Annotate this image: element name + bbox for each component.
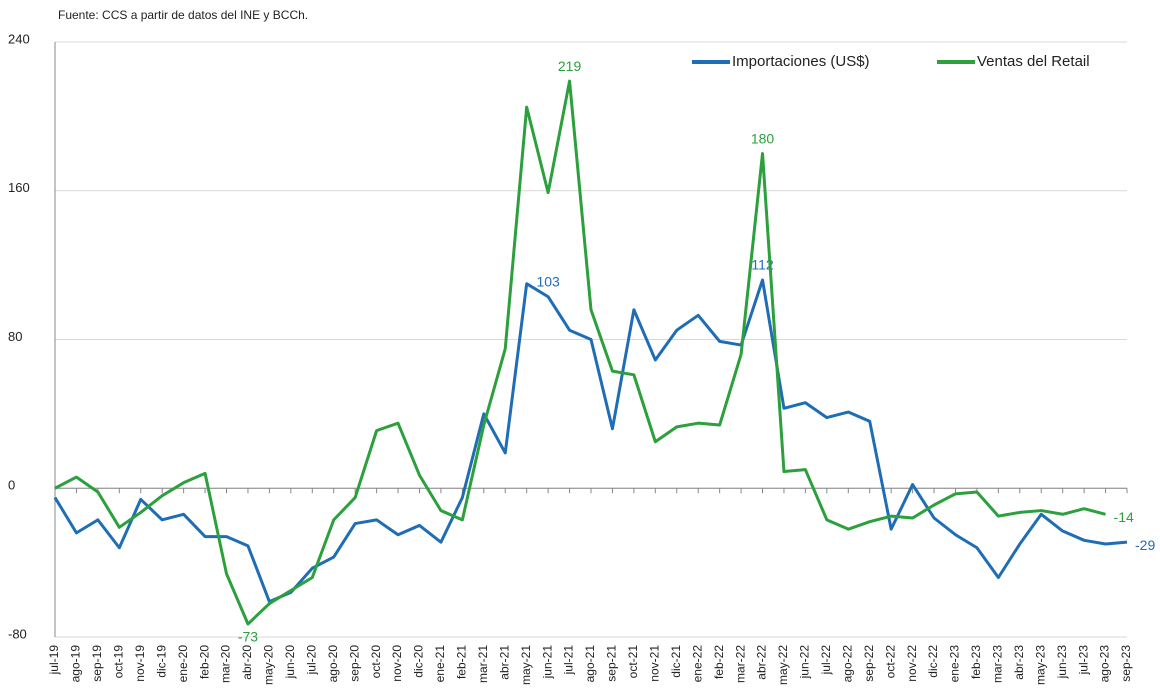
data-label: -14: [1114, 509, 1134, 525]
x-tick-label: dic-20: [412, 645, 426, 678]
x-tick-label: may-23: [1033, 645, 1047, 685]
x-tick-label: abr-21: [497, 645, 511, 680]
x-tick-label: sep-22: [862, 645, 876, 682]
x-tick-label: nov-20: [390, 645, 404, 682]
x-tick-label: mar-21: [476, 645, 490, 683]
x-tick-label: jun-20: [283, 645, 297, 680]
x-tick-label: nov-22: [905, 645, 919, 682]
x-tick-label: feb-20: [197, 645, 211, 679]
x-tick-label: jul-21: [562, 645, 576, 676]
x-tick-label: jun-22: [798, 645, 812, 680]
x-tick-label: abr-23: [1012, 645, 1026, 680]
x-tick-label: oct-19: [111, 645, 125, 679]
data-label: 180: [751, 130, 775, 146]
x-tick-label: feb-23: [969, 645, 983, 679]
data-label: 219: [558, 58, 582, 74]
x-tick-label: ago-19: [69, 645, 83, 683]
x-tick-label: sep-20: [347, 645, 361, 682]
x-tick-label: feb-22: [712, 645, 726, 679]
source-note: Fuente: CCS a partir de datos del INE y …: [58, 8, 308, 22]
y-tick-label: 0: [8, 478, 15, 493]
x-tick-label: ene-23: [948, 645, 962, 683]
x-tick-label: may-22: [776, 645, 790, 685]
x-tick-label: dic-21: [669, 645, 683, 678]
x-tick-label: oct-22: [883, 645, 897, 679]
x-tick-label: sep-23: [1119, 645, 1133, 682]
x-tick-label: dic-22: [926, 645, 940, 678]
x-tick-label: ago-20: [326, 645, 340, 683]
series-line: [53, 278, 1128, 604]
x-tick-label: jul-22: [819, 645, 833, 676]
x-tick-label: mar-22: [733, 645, 747, 683]
y-tick-label: 80: [8, 329, 22, 344]
x-tick-label: abr-20: [240, 645, 254, 680]
x-tick-label: abr-22: [755, 645, 769, 680]
data-label: 103: [536, 273, 560, 289]
x-tick-label: ago-23: [1098, 645, 1112, 683]
x-tick-label: mar-23: [991, 645, 1005, 683]
x-tick-label: ago-21: [583, 645, 597, 683]
x-tick-label: mar-20: [219, 645, 233, 683]
x-tick-label: jun-23: [1055, 645, 1069, 680]
x-tick-label: jul-20: [304, 645, 318, 676]
y-tick-label: 240: [8, 31, 30, 46]
x-tick-label: jun-21: [540, 645, 554, 680]
y-tick-label: -80: [8, 626, 27, 641]
y-tick-label: 160: [8, 180, 30, 195]
x-tick-label: nov-19: [133, 645, 147, 682]
legend-label: Importaciones (US$): [732, 53, 870, 70]
x-tick-label: dic-19: [154, 645, 168, 678]
x-tick-label: may-21: [519, 645, 533, 685]
legend-label: Ventas del Retail: [977, 53, 1090, 70]
x-tick-label: nov-21: [647, 645, 661, 682]
x-tick-label: ene-20: [176, 645, 190, 683]
data-label: -73: [238, 629, 258, 645]
x-tick-label: feb-21: [455, 645, 469, 679]
x-tick-label: ene-22: [690, 645, 704, 683]
x-tick-label: jul-23: [1076, 645, 1090, 676]
data-label: -29: [1135, 537, 1155, 553]
x-tick-label: sep-21: [605, 645, 619, 682]
series-line: [54, 79, 1106, 626]
x-tick-label: ene-21: [433, 645, 447, 683]
x-tick-label: sep-19: [90, 645, 104, 682]
x-tick-label: jul-19: [47, 645, 61, 676]
x-tick-label: ago-22: [840, 645, 854, 683]
x-tick-label: oct-20: [369, 645, 383, 679]
x-tick-label: oct-21: [626, 645, 640, 679]
x-tick-label: may-20: [262, 645, 276, 685]
